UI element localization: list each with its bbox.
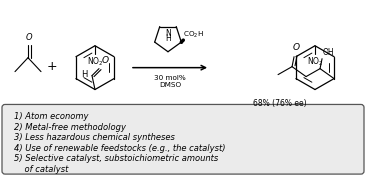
Text: of catalyst: of catalyst <box>14 165 68 174</box>
Text: O: O <box>292 43 300 52</box>
Text: H: H <box>165 34 171 43</box>
Text: OH: OH <box>323 48 335 57</box>
Text: 30 mol%
DMSO: 30 mol% DMSO <box>154 75 186 88</box>
Text: 68% (76% ee): 68% (76% ee) <box>253 99 307 108</box>
Text: CO$_2$H: CO$_2$H <box>183 30 204 40</box>
Text: 2) Metal-free methodology: 2) Metal-free methodology <box>14 123 126 132</box>
Text: 3) Less hazardous chemical syntheses: 3) Less hazardous chemical syntheses <box>14 133 175 142</box>
Text: N: N <box>165 29 171 37</box>
Text: 4) Use of renewable feedstocks (e.g., the catalyst): 4) Use of renewable feedstocks (e.g., th… <box>14 144 225 153</box>
Text: 5) Selective catalyst, substoichiometric amounts: 5) Selective catalyst, substoichiometric… <box>14 154 218 163</box>
Text: +: + <box>47 60 57 73</box>
Text: O: O <box>102 56 109 65</box>
Text: NO$_2$: NO$_2$ <box>307 56 323 68</box>
FancyBboxPatch shape <box>2 104 364 174</box>
Text: 1) Atom economy: 1) Atom economy <box>14 112 89 121</box>
Text: NO$_2$: NO$_2$ <box>87 56 103 68</box>
Text: O: O <box>26 33 32 42</box>
Text: H: H <box>82 70 88 79</box>
